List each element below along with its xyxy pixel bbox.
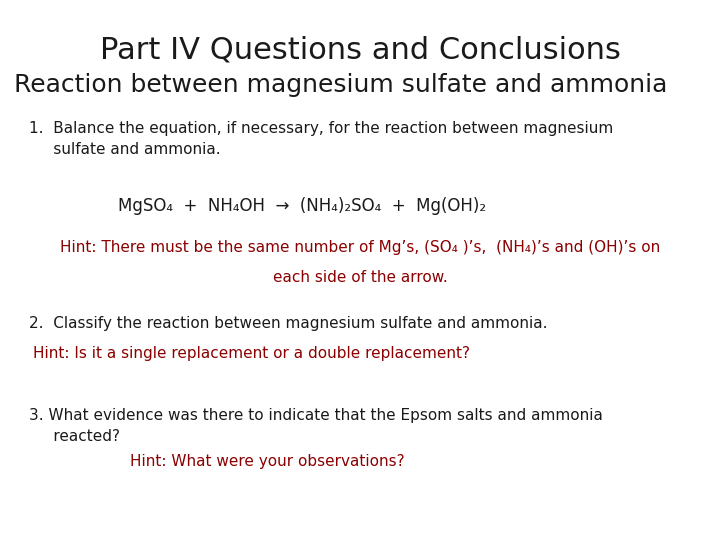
Text: Reaction between magnesium sulfate and ammonia: Reaction between magnesium sulfate and a… <box>14 73 667 97</box>
Text: each side of the arrow.: each side of the arrow. <box>273 270 447 285</box>
Text: MgSO₄  +  NH₄OH  →  (NH₄)₂SO₄  +  Mg(OH)₂: MgSO₄ + NH₄OH → (NH₄)₂SO₄ + Mg(OH)₂ <box>118 197 487 215</box>
Text: 1.  Balance the equation, if necessary, for the reaction between magnesium
     : 1. Balance the equation, if necessary, f… <box>29 122 613 158</box>
Text: 3. What evidence was there to indicate that the Epsom salts and ammonia
     rea: 3. What evidence was there to indicate t… <box>29 408 603 444</box>
Text: Hint: What were your observations?: Hint: What were your observations? <box>130 454 404 469</box>
Text: 2.  Classify the reaction between magnesium sulfate and ammonia.: 2. Classify the reaction between magnesi… <box>29 316 547 331</box>
Text: Part IV Questions and Conclusions: Part IV Questions and Conclusions <box>99 35 621 64</box>
Text: Hint: There must be the same number of Mg’s, (SO₄ )’s,  (NH₄)’s and (OH)’s on: Hint: There must be the same number of M… <box>60 240 660 255</box>
Text: Hint: Is it a single replacement or a double replacement?: Hint: Is it a single replacement or a do… <box>34 346 470 361</box>
